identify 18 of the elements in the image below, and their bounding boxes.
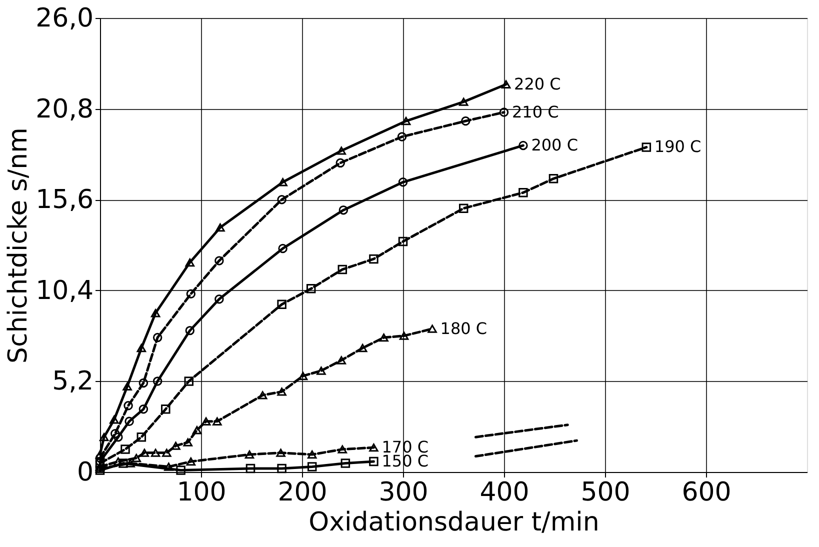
y-tick-label: 26,0 xyxy=(36,4,94,34)
y-tick-label: 20,8 xyxy=(36,94,94,124)
y-tick-label: 0 xyxy=(76,458,94,488)
y-tick-label: 10,4 xyxy=(36,276,94,306)
x-tick-label: 400 xyxy=(480,478,530,508)
y-tick-label: 5,2 xyxy=(52,366,94,397)
series-label: 180 C xyxy=(440,318,488,338)
x-tick-label: 300 xyxy=(378,478,428,508)
series-label: 200 C xyxy=(531,135,578,154)
y-tick-label: 15,6 xyxy=(36,185,94,216)
x-tick-label: 100 xyxy=(176,478,226,508)
x-axis-title: Oxidationsdauer t/min xyxy=(308,508,600,538)
x-tick-label: 500 xyxy=(580,478,630,508)
series-label: 190 C xyxy=(654,137,702,156)
series-label: 220 C xyxy=(514,74,561,94)
x-tick-label: 600 xyxy=(682,478,732,508)
x-tick-label: 200 xyxy=(278,478,328,508)
y-axis-title: Schichtdicke s/nm xyxy=(4,128,34,364)
